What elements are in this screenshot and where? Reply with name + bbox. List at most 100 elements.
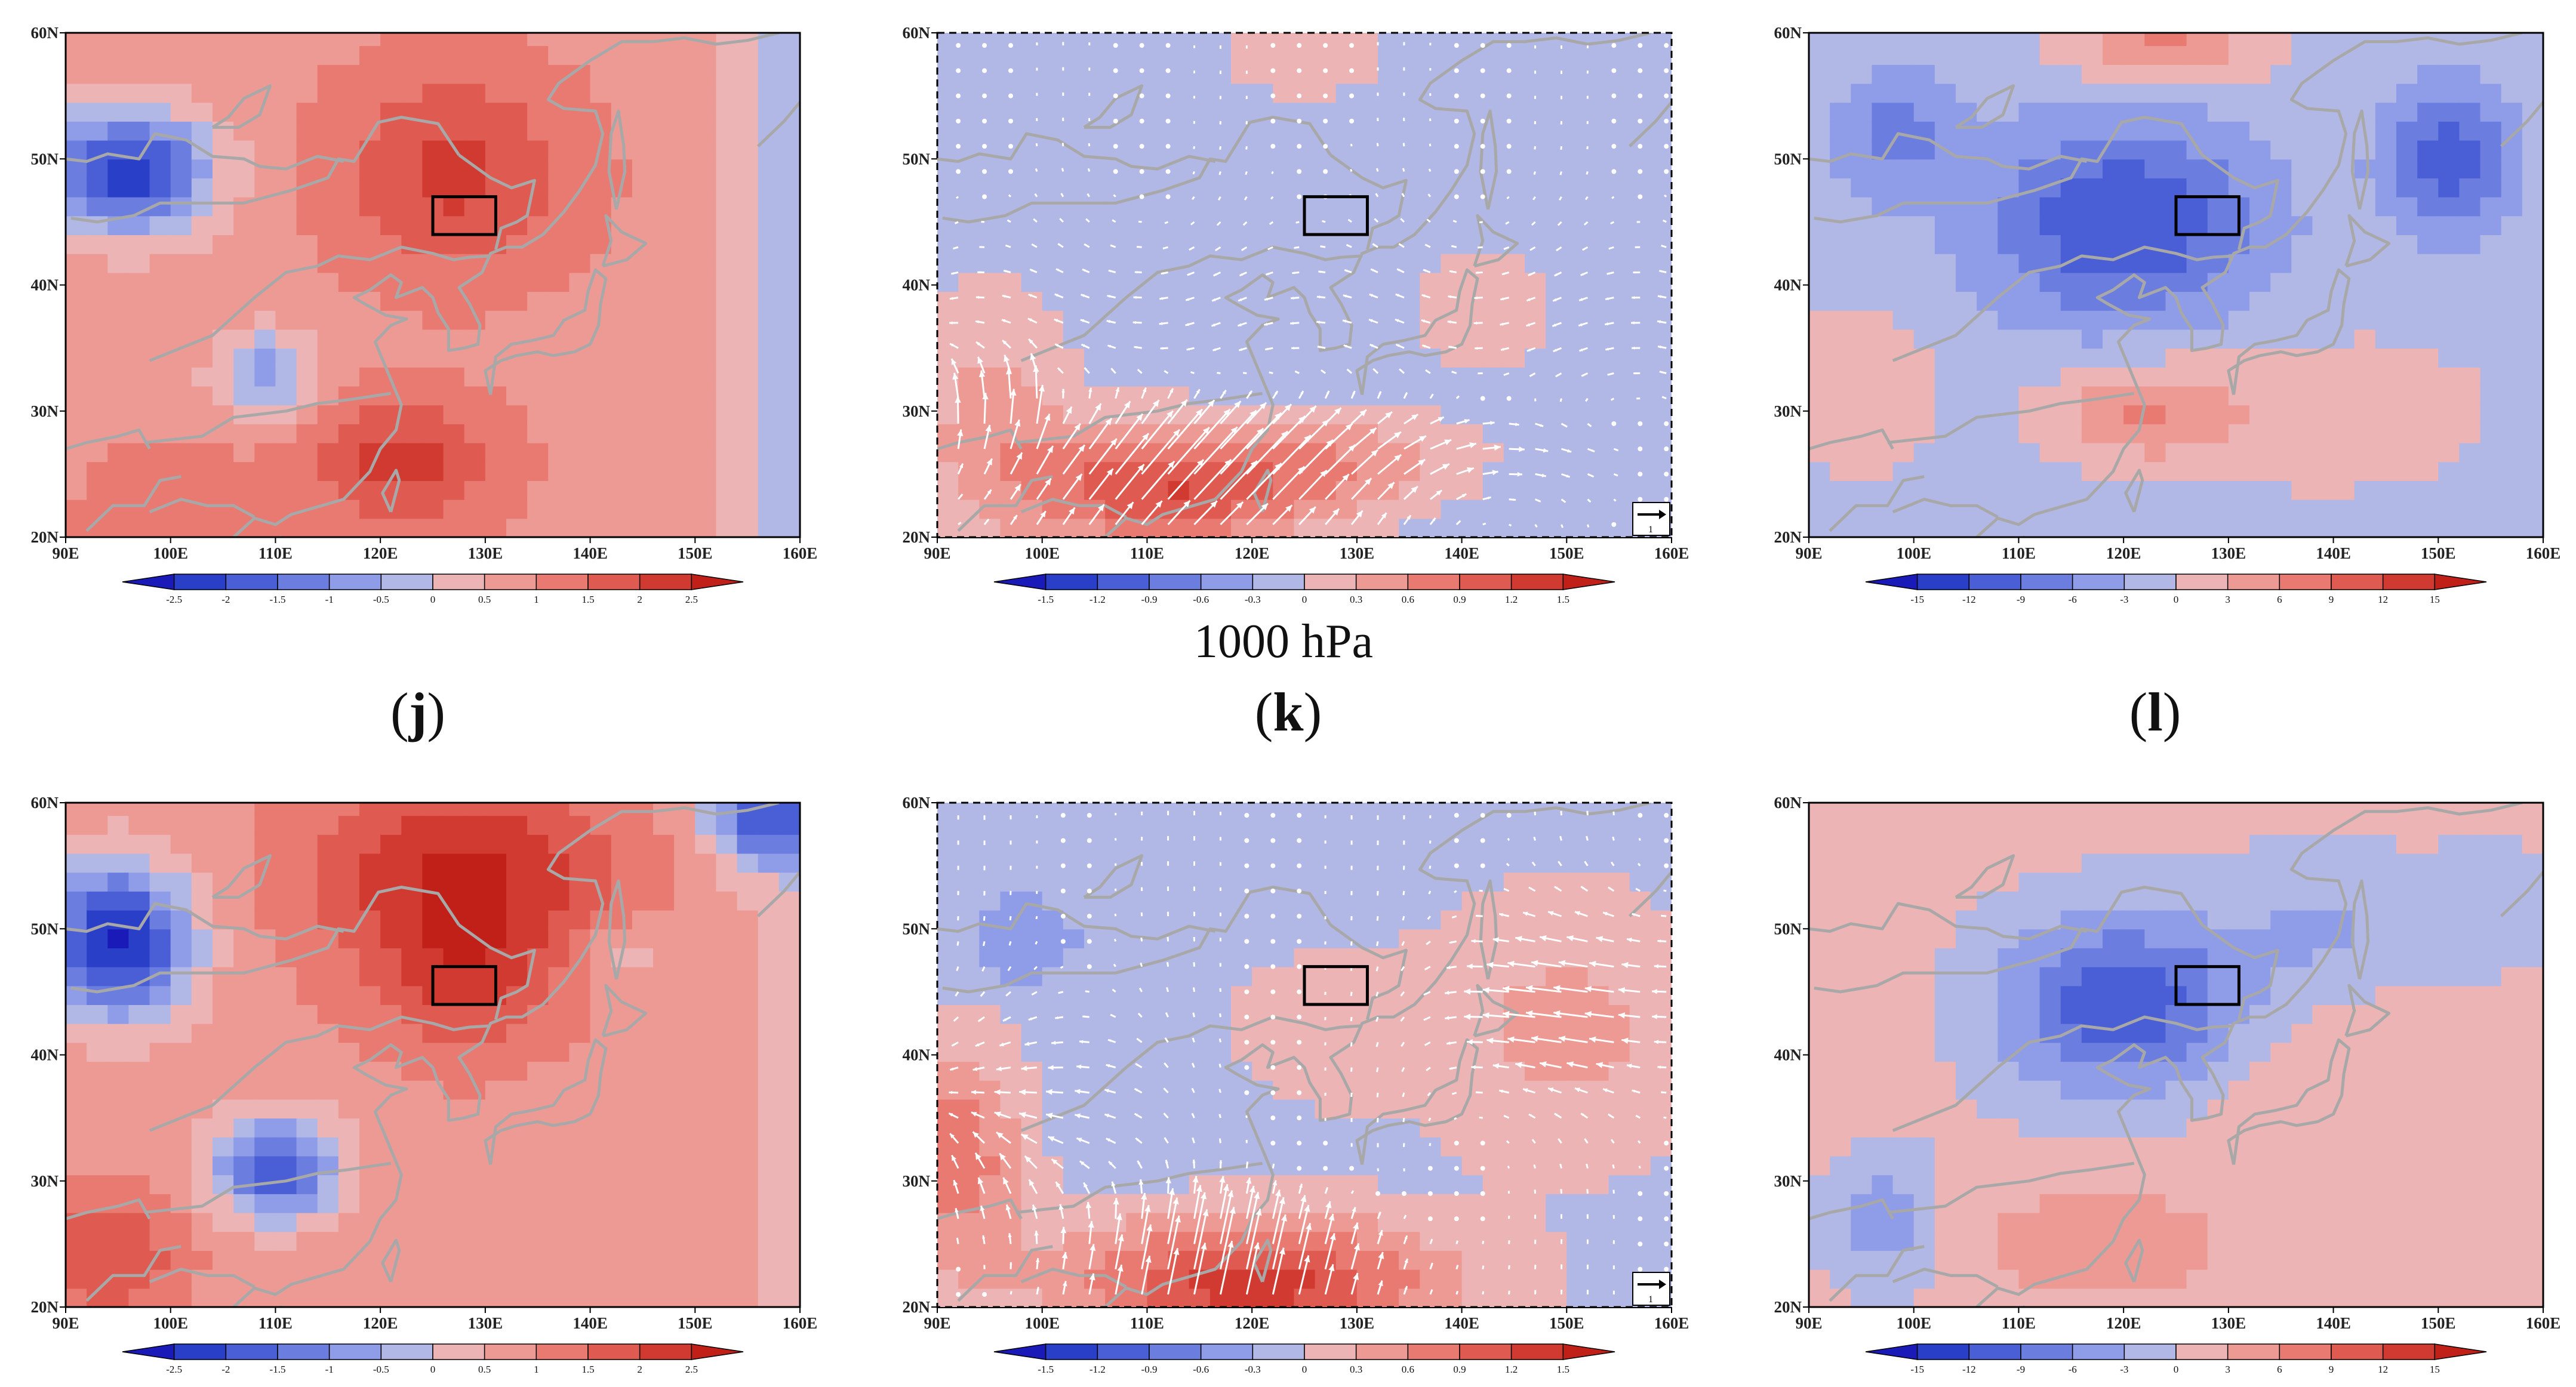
wind-arrow bbox=[1272, 390, 1279, 399]
wind-arrow bbox=[1632, 346, 1641, 350]
wind-arrow bbox=[1323, 93, 1328, 98]
wind-arrow bbox=[1008, 93, 1013, 98]
colorbar-swatch bbox=[2020, 1343, 2073, 1360]
wind-arrow bbox=[983, 424, 992, 449]
wind-arrow bbox=[1010, 419, 1021, 449]
wind-arrow bbox=[1444, 990, 1457, 995]
colorbar-swatch bbox=[2227, 574, 2280, 590]
wind-arrow bbox=[1219, 1176, 1226, 1194]
wind-arrow bbox=[1480, 863, 1485, 868]
wind-arrow bbox=[1211, 297, 1221, 302]
wind-arrow bbox=[1087, 193, 1091, 198]
wind-arrow bbox=[1165, 68, 1171, 73]
wind-arrow bbox=[1139, 144, 1144, 149]
wind-arrow bbox=[1430, 463, 1450, 475]
wind-arrow bbox=[1482, 496, 1491, 501]
wind-arrow bbox=[1164, 221, 1169, 224]
wind-arrow bbox=[1104, 1113, 1116, 1119]
wind-arrow bbox=[1141, 1255, 1152, 1295]
wind-arrow bbox=[1621, 961, 1641, 969]
wind-arrow bbox=[953, 246, 959, 250]
colorbar-tick-label: 12 bbox=[2378, 1364, 2388, 1375]
panel-label-k-letter: k bbox=[1273, 682, 1304, 742]
wind-arrow bbox=[1377, 411, 1393, 425]
wind-arrow bbox=[1349, 93, 1355, 98]
coastline bbox=[1887, 1161, 2135, 1215]
wind-arrow bbox=[1245, 70, 1248, 74]
wind-arrow bbox=[1375, 193, 1379, 198]
wind-arrow bbox=[1165, 93, 1171, 98]
wind-arrow bbox=[1659, 270, 1667, 273]
wind-arrow bbox=[1427, 1092, 1432, 1096]
wind-arrow bbox=[1626, 1064, 1641, 1069]
wind-arrow bbox=[1167, 388, 1174, 399]
wind-arrow bbox=[1008, 43, 1013, 48]
wind-arrow bbox=[1403, 1168, 1405, 1172]
wind-arrow bbox=[1270, 1040, 1276, 1045]
wind-arrow bbox=[1611, 196, 1615, 199]
axis-labels: 20N 30N 40N 50N 60N 90E 100E 110E 120E 130E 140E 15… bbox=[31, 794, 818, 1332]
wind-arrow bbox=[1035, 1257, 1040, 1269]
wind-arrow bbox=[1112, 988, 1116, 993]
wind-arrow bbox=[1580, 886, 1589, 892]
wind-arrow bbox=[1088, 438, 1118, 475]
wind-arrow bbox=[1160, 347, 1168, 350]
wind-arrow bbox=[1664, 1166, 1669, 1171]
wind-arrow bbox=[1187, 271, 1195, 276]
wind-arrow bbox=[949, 297, 959, 300]
wind-arrow bbox=[1297, 863, 1302, 868]
wind-arrow bbox=[1377, 1118, 1379, 1123]
wind-arrow bbox=[1444, 1016, 1457, 1021]
wind-arrow bbox=[1219, 45, 1221, 49]
wind-arrow bbox=[1192, 987, 1195, 993]
wind-arrow bbox=[1605, 297, 1614, 300]
wind-arrow bbox=[1193, 810, 1195, 816]
wind-arrow bbox=[994, 1111, 1011, 1119]
wind-arrow bbox=[983, 518, 990, 525]
wind-arrow bbox=[1140, 962, 1143, 967]
wind-arrow bbox=[1662, 219, 1667, 223]
lat-tick-label: 50N bbox=[903, 150, 931, 168]
wind-arrow bbox=[1193, 45, 1195, 48]
wind-arrow bbox=[1110, 368, 1116, 374]
lon-tick-label: 110E bbox=[2002, 544, 2036, 562]
coastlines bbox=[66, 803, 800, 1307]
colorbar-swatch bbox=[277, 574, 330, 590]
wind-arrow bbox=[1350, 1272, 1359, 1295]
wind-arrow bbox=[999, 1152, 1012, 1169]
wind-arrow bbox=[1638, 68, 1643, 73]
wind-arrow bbox=[1507, 960, 1535, 968]
wind-arrow bbox=[1132, 320, 1142, 325]
wind-arrow bbox=[1586, 810, 1589, 816]
wind-arrow bbox=[958, 522, 962, 526]
wind-arrow bbox=[1265, 271, 1273, 276]
wind-arrow bbox=[1159, 297, 1168, 300]
lat-tick-label: 30N bbox=[903, 402, 931, 420]
wind-arrow bbox=[975, 1041, 985, 1047]
wind-arrow bbox=[1660, 1091, 1667, 1094]
wind-arrow bbox=[1400, 218, 1405, 223]
wind-arrow bbox=[1651, 1014, 1667, 1019]
wind-arrow bbox=[1586, 146, 1589, 150]
wind-arrow bbox=[1048, 1065, 1063, 1071]
colorbar-tick-label: 15 bbox=[2430, 594, 2440, 605]
wind-arrow bbox=[1350, 1222, 1359, 1244]
wind-arrow bbox=[1087, 863, 1092, 868]
lon-tick-label: 140E bbox=[573, 544, 608, 562]
wind-arrow bbox=[1475, 1091, 1483, 1094]
lon-tick-label: 140E bbox=[1444, 544, 1479, 562]
colorbar-swatch bbox=[993, 1343, 1047, 1360]
wind-arrow bbox=[1525, 1010, 1562, 1018]
lat-tick-label: 60N bbox=[1774, 794, 1802, 812]
wind-arrow bbox=[1547, 911, 1562, 917]
wind-vectors bbox=[948, 810, 1669, 1297]
wind-arrow bbox=[1107, 1038, 1116, 1043]
wind-arrow bbox=[1586, 1189, 1589, 1194]
wind-arrow bbox=[1113, 118, 1118, 124]
colorbar-swatch bbox=[2279, 1343, 2332, 1360]
wind-arrow bbox=[1429, 93, 1432, 96]
wind-arrow bbox=[1531, 1035, 1562, 1043]
wind-arrow bbox=[956, 1237, 959, 1244]
wind-arrow bbox=[1377, 815, 1379, 820]
